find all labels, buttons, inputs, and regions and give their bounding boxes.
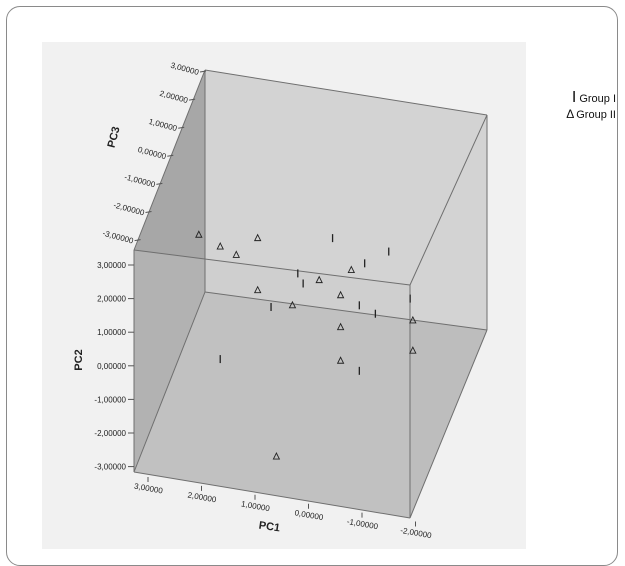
pc1-axis-label: PC1 — [258, 520, 281, 535]
pc3-tick-label: -2,00000 — [112, 201, 145, 218]
box-edge — [133, 69, 206, 251]
scatter-3d-plot: 3,00000 2,00000 1,00000 0,00000 -1,00000 -2,0… — [73, 61, 488, 540]
group-2-marker — [315, 275, 323, 284]
pc3-tick-label: 1,00000 — [148, 117, 179, 133]
pc1-tick-label: 3,00000 — [133, 482, 164, 496]
pc3-tick — [134, 239, 141, 242]
pc3-tick — [189, 98, 196, 101]
box-edge — [204, 291, 488, 331]
group-2-marker — [336, 356, 345, 364]
box-face-floor — [134, 292, 487, 518]
legend-label-group-1: Group I — [579, 93, 616, 105]
group-2-marker — [409, 315, 417, 324]
legend-label-group-2: Group II — [576, 109, 616, 121]
legend: I Group I Δ Group II — [532, 90, 616, 123]
group-2-marker — [409, 346, 417, 354]
pc2-tick-label: 0,00000 — [97, 362, 126, 371]
group-2-marker — [336, 290, 345, 299]
pc3-tick — [178, 126, 185, 129]
group-2-marker — [216, 242, 224, 250]
group-2-marker — [272, 452, 281, 460]
pc3-tick-label: 2,00000 — [159, 89, 190, 105]
pc2-tick-label: -2,00000 — [94, 429, 126, 438]
pc2-tick-label: 1,00000 — [97, 328, 126, 337]
group-2-marker — [253, 285, 262, 294]
pc3-axis-label: PC3 — [106, 125, 123, 149]
group-2-marker — [336, 322, 345, 331]
pc3-tick — [199, 70, 207, 73]
legend-entry-group-1: I Group I — [532, 90, 616, 107]
box-face-front — [134, 250, 410, 518]
pc1-tick-label: 1,00000 — [240, 499, 271, 513]
box-face-left — [134, 70, 205, 472]
legend-entry-group-2: Δ Group II — [532, 107, 616, 123]
legend-triangle-marker-icon: Δ — [566, 107, 575, 121]
box-edge — [204, 69, 488, 116]
pc1-tick-label: 2,00000 — [187, 490, 218, 504]
pc3-tick-label: 3,00000 — [170, 61, 201, 77]
group-2-marker — [347, 265, 356, 273]
legend-bar-marker-icon: I — [571, 89, 577, 106]
pc3-tick — [145, 211, 152, 213]
pc1-tick-label: -2,00000 — [400, 526, 433, 540]
box-edge — [409, 329, 488, 519]
group-2-marker — [232, 250, 241, 258]
pc2-tick-label: 2,00000 — [97, 295, 126, 304]
pc2-tick-label: -1,00000 — [94, 395, 126, 404]
group-2-marker — [288, 300, 297, 309]
group-2-marker — [253, 233, 262, 242]
box-edge — [409, 114, 488, 286]
box-edge — [133, 249, 411, 286]
pc1-tick-label: -1,00000 — [346, 517, 379, 531]
pc3-tick-label: -3,00000 — [102, 229, 135, 246]
pc3-tick — [167, 154, 174, 157]
pc3-tick-label: 0,00000 — [137, 145, 168, 161]
pc3-tick-label: -1,00000 — [123, 172, 156, 189]
pc3-tick — [156, 182, 163, 185]
pc2-axis-label: PC2 — [73, 349, 85, 370]
box-edge — [133, 471, 411, 519]
box-face-back — [205, 70, 487, 330]
pc1-tick-label: 0,00000 — [294, 508, 325, 522]
box-edge — [133, 291, 206, 473]
pc2-tick-label: -3,00000 — [94, 463, 126, 472]
pc2-tick-label: 3,00000 — [97, 261, 126, 270]
group-2-marker — [195, 230, 203, 238]
